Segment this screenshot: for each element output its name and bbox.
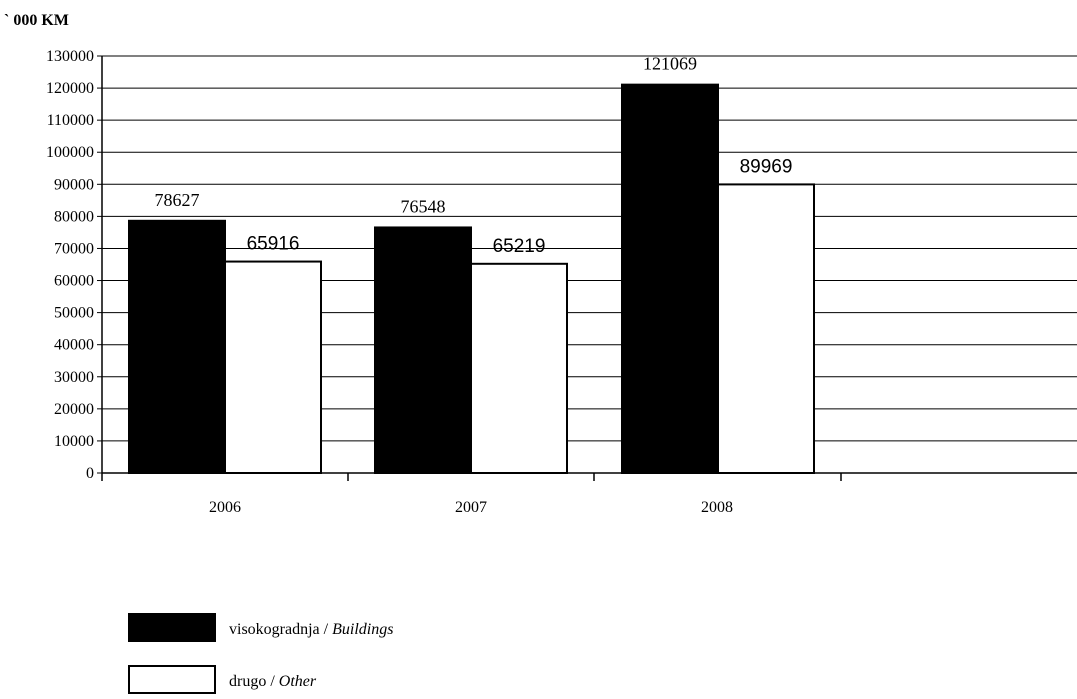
- data-label: 65916: [247, 234, 300, 255]
- data-label: 76548: [401, 196, 446, 216]
- y-tick-label: 20000: [54, 401, 94, 418]
- bar-other: [717, 183, 815, 474]
- x-tick-label: 2006: [209, 499, 241, 516]
- y-tick-label: 0: [86, 465, 94, 482]
- bar-buildings: [128, 219, 226, 474]
- legend-label-other: drugo / Other: [229, 673, 317, 690]
- y-tick-label: 110000: [47, 112, 94, 129]
- data-label: 65219: [493, 236, 546, 257]
- y-tick-label: 10000: [54, 433, 94, 450]
- bars: [128, 83, 815, 475]
- legend-name-local: drugo /: [229, 673, 279, 690]
- legend-name-local: visokogradnja /: [229, 621, 332, 638]
- x-axis-ticks: 2006 2007 2008: [209, 473, 842, 516]
- y-axis-ticks: 0 10000 20000 30000 40000 50000 60000 70000 8000…: [46, 48, 102, 482]
- legend-swatch-other: [128, 665, 216, 694]
- legend-name-english: Other: [279, 673, 317, 690]
- data-label: 78627: [155, 190, 200, 210]
- y-tick-label: 120000: [46, 80, 94, 97]
- y-tick-label: 50000: [54, 305, 94, 322]
- legend-label-buildings: visokogradnja / Buildings: [229, 621, 393, 638]
- x-tick-label: 2008: [701, 499, 733, 516]
- legend-name-english: Buildings: [332, 621, 393, 638]
- legend: visokogradnja / Buildings drugo / Other: [128, 613, 393, 694]
- data-label: 89969: [740, 156, 793, 177]
- x-tick-label: 2007: [455, 499, 487, 516]
- y-tick-label: 30000: [54, 369, 94, 386]
- y-tick-label: 40000: [54, 337, 94, 354]
- bar-buildings: [621, 83, 719, 475]
- bar-buildings: [374, 226, 472, 474]
- y-tick-label: 70000: [54, 240, 94, 257]
- y-tick-label: 100000: [46, 144, 94, 161]
- y-tick-label: 80000: [54, 208, 94, 225]
- data-labels: 78627 65916 76548 65219 121069 89969: [155, 54, 793, 257]
- y-tick-label: 90000: [54, 176, 94, 193]
- unit-label: ` 000 KM: [4, 12, 69, 29]
- y-tick-label: 130000: [46, 48, 94, 65]
- data-label: 121069: [643, 54, 697, 74]
- legend-swatch-buildings: [128, 613, 216, 642]
- bar-other: [470, 262, 568, 474]
- y-tick-label: 60000: [54, 273, 94, 290]
- bar-other: [224, 260, 322, 475]
- axes: [101, 56, 1077, 481]
